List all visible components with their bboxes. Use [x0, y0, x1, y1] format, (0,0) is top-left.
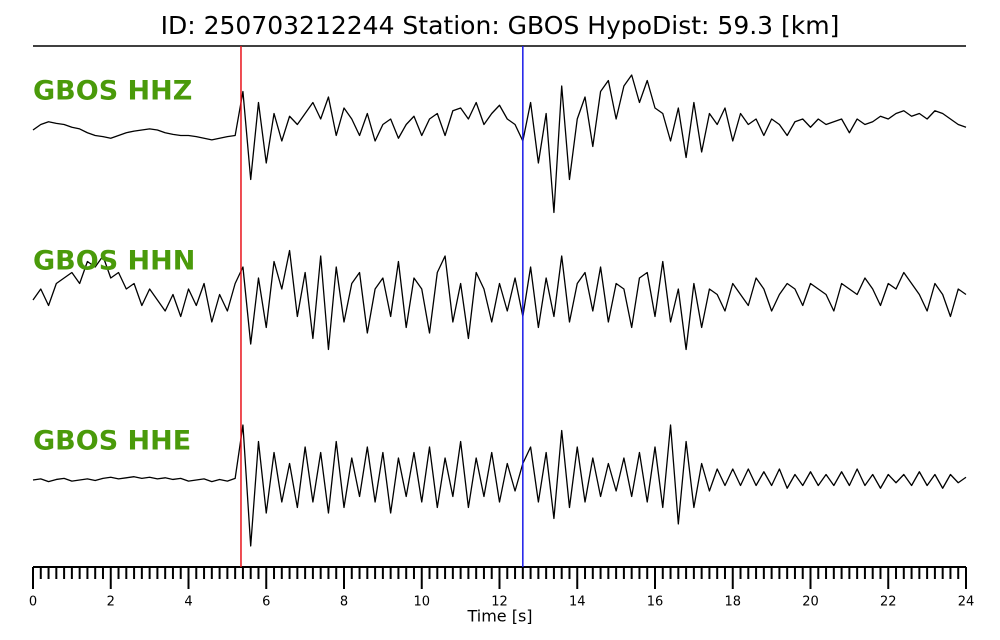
- x-tick-label: 12: [491, 595, 508, 610]
- x-tick-label: 2: [107, 595, 115, 610]
- trace-label: GBOS HHN: [33, 246, 195, 277]
- x-tick-label: 6: [262, 595, 270, 610]
- waveform: [32, 249, 967, 351]
- x-axis-label: Time [s]: [466, 607, 532, 626]
- x-tick-label: 14: [569, 595, 586, 610]
- waveform: [32, 74, 967, 214]
- x-tick-label: 18: [724, 595, 741, 610]
- x-tick-label: 20: [802, 595, 819, 610]
- chart-title: ID: 250703212244 Station: GBOS HypoDist:…: [161, 11, 840, 40]
- x-tick-label: 4: [184, 595, 192, 610]
- x-tick-label: 22: [880, 595, 897, 610]
- x-tick-label: 8: [340, 595, 348, 610]
- x-tick-label: 0: [29, 595, 37, 610]
- trace-label: GBOS HHE: [33, 426, 191, 457]
- x-tick-label: 16: [647, 595, 664, 610]
- x-tick-label: 10: [413, 595, 430, 610]
- waveform: [32, 424, 967, 547]
- x-tick-label: 24: [958, 595, 975, 610]
- trace-label: GBOS HHZ: [33, 76, 192, 107]
